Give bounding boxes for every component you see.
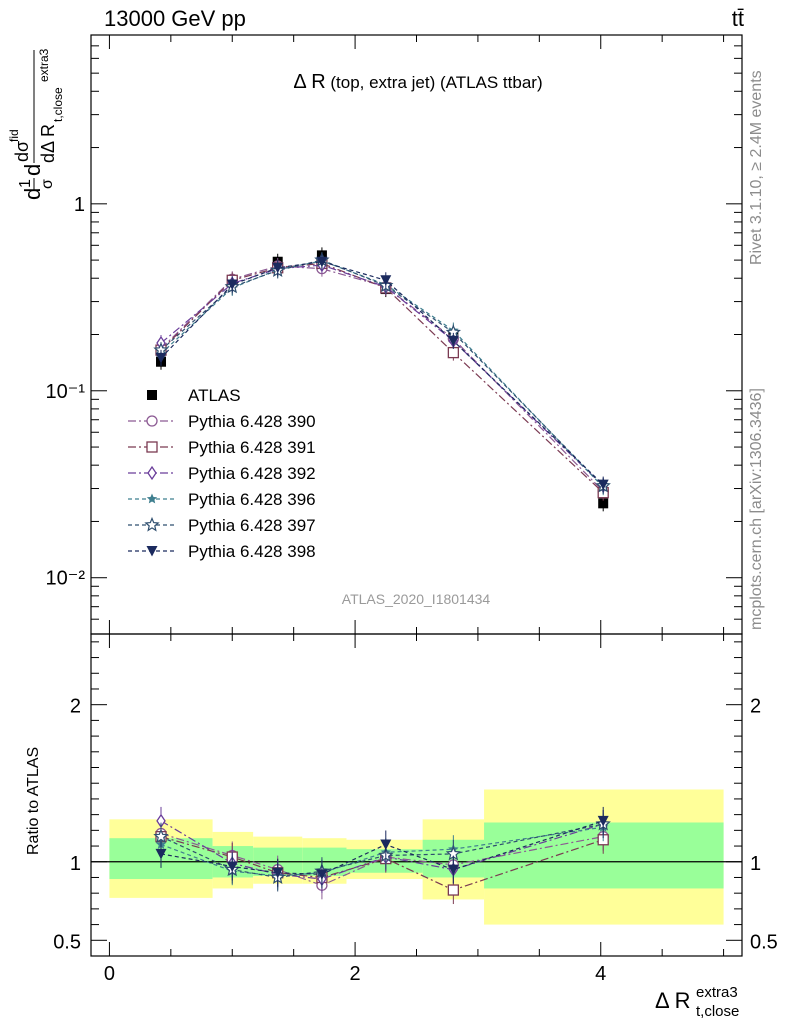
legend-marker xyxy=(146,415,158,427)
mcplots-label: mcplots.cern.ch [arXiv:1306.3436] xyxy=(748,388,765,630)
x-axis-label-main: Δ R xyxy=(655,988,690,1013)
legend-label: ATLAS xyxy=(188,386,241,405)
ratio-point xyxy=(380,839,392,850)
data-point xyxy=(316,256,328,268)
data-point xyxy=(226,279,238,291)
ratio-point xyxy=(155,848,167,860)
ratio-series-5 xyxy=(155,806,609,889)
main-series-6 xyxy=(155,253,609,493)
legend-marker xyxy=(147,390,157,400)
y-tick-label: 2 xyxy=(70,696,81,718)
ratio-point xyxy=(447,884,459,896)
ratio-y-axis-label: Ratio to ATLAS xyxy=(25,747,42,855)
data-point xyxy=(597,479,609,491)
ratio-point xyxy=(272,867,284,879)
ratio-point xyxy=(447,864,459,876)
svg-text:fid: fid xyxy=(7,129,21,142)
data-point xyxy=(380,275,392,286)
ratio-point xyxy=(316,869,328,880)
series-line xyxy=(160,262,604,494)
svg-text:d: d xyxy=(20,188,45,200)
y-tick-label: 10⁻² xyxy=(46,568,86,590)
legend-item: Pythia 6.428 398 xyxy=(128,542,316,561)
y-tick-label: 0.5 xyxy=(53,931,81,953)
legend-item: Pythia 6.428 392 xyxy=(128,464,316,483)
y-tick-label: 1 xyxy=(74,194,85,216)
legend-item: Pythia 6.428 390 xyxy=(128,412,316,431)
data-point xyxy=(155,352,167,364)
x-axis-label-sup: extra3 xyxy=(696,984,738,1001)
legend-marker xyxy=(147,465,157,481)
legend-marker xyxy=(144,516,160,532)
ratio-uncertainty-bands xyxy=(109,789,724,925)
legend-label: Pythia 6.428 396 xyxy=(188,490,316,509)
x-tick-label: 2 xyxy=(350,963,361,985)
ratio-series-layer xyxy=(153,806,611,905)
header-process: 13000 GeV pp xyxy=(104,6,246,31)
legend-label: Pythia 6.428 390 xyxy=(188,412,316,431)
header-final-state: tt̄ xyxy=(732,6,744,31)
y-tick-label: 10⁻¹ xyxy=(46,381,86,403)
title-sub: (top, extra jet) (ATLAS ttbar) xyxy=(326,73,543,92)
data-point xyxy=(598,498,609,509)
main-axes: 1 10⁻¹ 10⁻² xyxy=(46,34,743,635)
x-axis-label-sub: t,close xyxy=(696,1003,739,1020)
legend-item: Pythia 6.428 397 xyxy=(128,516,316,535)
x-axis-label: Δ R xyxy=(655,988,690,1013)
x-tick-label: 4 xyxy=(595,963,606,985)
svg-text:d: d xyxy=(20,164,45,176)
main-plot-title: Δ R (top, extra jet) (ATLAS ttbar) xyxy=(293,71,542,93)
ratio-point xyxy=(153,828,169,844)
legend-marker xyxy=(146,546,158,557)
legend-item: Pythia 6.428 396 xyxy=(128,490,316,509)
svg-text:extra3: extra3 xyxy=(37,48,51,82)
y-tick-label: 1 xyxy=(750,853,761,875)
legend-label: Pythia 6.428 391 xyxy=(188,438,316,457)
y-tick-label: 1 xyxy=(70,853,81,875)
watermark: ATLAS_2020_I1801434 xyxy=(342,591,491,607)
legend-label: Pythia 6.428 392 xyxy=(188,464,316,483)
x-tick-label: 0 xyxy=(104,963,115,985)
ratio-point xyxy=(597,815,609,827)
title-main: Δ R xyxy=(293,71,325,93)
svg-text:σ: σ xyxy=(39,179,56,189)
data-point xyxy=(447,346,459,359)
rivet-version-label: Rivet 3.1.10, ≥ 2.4M events xyxy=(748,70,765,265)
legend-label: Pythia 6.428 398 xyxy=(188,542,316,561)
legend: ATLAS Pythia 6.428 390 Pythia 6.428 391 Pyt… xyxy=(128,386,316,561)
svg-text:1: 1 xyxy=(17,179,34,188)
legend-item: ATLAS xyxy=(147,386,241,405)
y-tick-label: 2 xyxy=(750,696,761,718)
legend-label: Pythia 6.428 397 xyxy=(188,516,316,535)
data-point xyxy=(272,262,284,274)
legend-marker xyxy=(146,441,158,453)
main-y-axis-label: d 1 σ d dσ fid dΔ R t,close extra3 xyxy=(7,48,65,200)
svg-text:t,close: t,close xyxy=(51,87,65,122)
data-point xyxy=(447,335,459,347)
ratio-axes: 0 2 4 0.5 0.5 1 1 2 2 xyxy=(53,633,778,985)
legend-marker xyxy=(146,493,158,504)
svg-text:dΔ R: dΔ R xyxy=(38,124,58,163)
legend-item: Pythia 6.428 391 xyxy=(128,438,316,457)
svg-text:dσ: dσ xyxy=(12,141,32,162)
ratio-point xyxy=(226,861,238,872)
series-line xyxy=(160,265,604,492)
y-tick-label: 0.5 xyxy=(750,931,778,953)
main-series-layer xyxy=(153,247,611,512)
